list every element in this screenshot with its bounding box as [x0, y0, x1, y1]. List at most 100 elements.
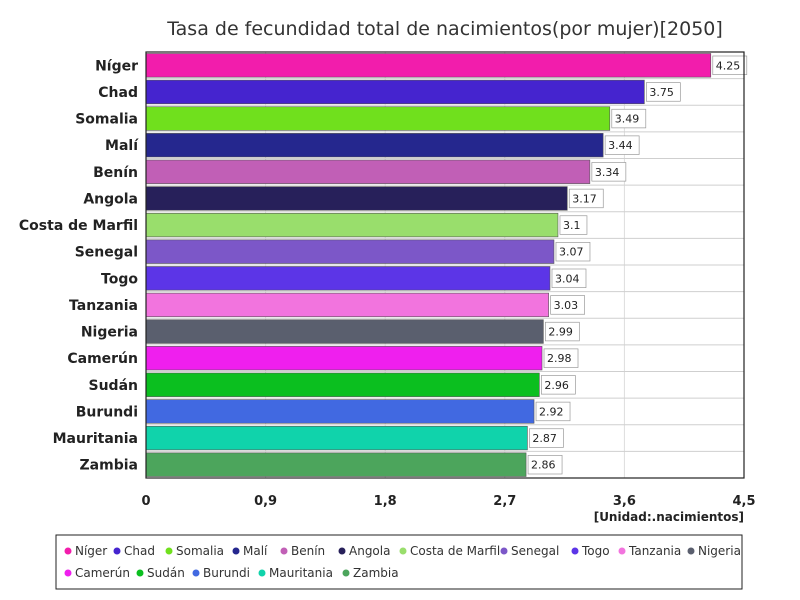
legend-swatch [342, 569, 350, 577]
bar [145, 266, 551, 291]
legend-label: Senegal [511, 544, 559, 558]
legend-label: Chad [124, 544, 155, 558]
value-label-box [568, 188, 604, 209]
bar [145, 106, 611, 131]
legend-swatch [258, 569, 266, 577]
legend-swatch [113, 547, 121, 555]
x-tick-label: 0,9 [254, 494, 277, 509]
category-label: Burundi [76, 404, 138, 420]
bar [145, 372, 540, 397]
legend-swatch [192, 569, 200, 577]
value-label-box [645, 82, 681, 102]
unit-label: [Unidad:.nacimientos] [594, 510, 744, 524]
legend-label: Tanzania [628, 544, 681, 558]
legend-swatch [500, 547, 508, 555]
value-label-box [529, 428, 564, 448]
value-label-box [559, 215, 588, 235]
category-label: Mauritania [53, 431, 138, 447]
legend-swatch [64, 547, 72, 555]
legend-label: Zambia [353, 566, 399, 580]
value-label-box [591, 162, 627, 182]
category-label: Zambia [80, 458, 138, 474]
bar [145, 186, 568, 211]
legend-label: Nigeria [698, 544, 741, 558]
value-label: 2.86 [531, 459, 556, 472]
category-label: Togo [101, 271, 138, 287]
bar [145, 159, 591, 184]
legend-label: Angola [349, 544, 390, 558]
value-label: 3.44 [608, 139, 633, 152]
category-label: Angola [83, 191, 138, 207]
x-tick-label: 4,5 [732, 494, 755, 509]
category-label: Malí [105, 138, 139, 154]
category-label: Camerún [67, 351, 138, 367]
value-label: 3.75 [649, 86, 674, 99]
category-label: Chad [98, 85, 138, 101]
x-tick-label: 1,8 [374, 494, 397, 509]
legend-label: Sudán [147, 566, 185, 580]
category-label: Somalia [75, 112, 138, 128]
legend-label: Mauritania [269, 566, 333, 580]
value-label-box [550, 295, 586, 315]
legend-swatch [338, 547, 346, 555]
value-label: 3.04 [555, 272, 580, 285]
value-label: 3.1 [563, 219, 581, 232]
x-tick-label: 2,7 [493, 494, 516, 509]
legend-swatch [136, 569, 144, 577]
value-labels: 4.25 3.75 3.49 3.44 3.34 3.17 3.1 3.07 3.04 3.03 2… [527, 55, 748, 475]
bar [145, 292, 549, 318]
legend-label: Somalia [176, 544, 224, 558]
legend-swatch [399, 547, 407, 555]
value-label: 3.17 [572, 192, 597, 205]
x-tick-label: 3,6 [613, 494, 636, 509]
legend-items: Níger Chad Somalia Malí Benín Angola Costa de … [64, 544, 741, 580]
legend-swatch [687, 547, 695, 555]
value-label-box [535, 401, 571, 422]
category-label: Tanzania [69, 298, 138, 314]
category-label: Níger [95, 58, 138, 74]
value-label-box [555, 242, 591, 262]
legend-label: Costa de Marfil [410, 544, 500, 558]
value-label: 3.34 [595, 166, 620, 179]
legend-label: Burundi [203, 566, 250, 580]
plot-border [145, 51, 745, 479]
value-label-box [551, 268, 587, 288]
category-label: Senegal [75, 245, 138, 261]
category-label: Nigeria [81, 325, 138, 341]
x-axis-ticks: 0 0,9 1,8 2,7 3,6 4,5 [141, 494, 755, 509]
value-label: 2.99 [548, 326, 573, 339]
bars [145, 53, 712, 477]
legend-label: Benín [291, 544, 325, 558]
bar [145, 399, 535, 424]
bar [145, 239, 555, 264]
value-label-box [541, 375, 576, 395]
legend-swatch [618, 547, 626, 555]
value-label: 2.98 [547, 352, 572, 365]
legend-swatch [232, 547, 240, 555]
legend-swatch [165, 547, 173, 555]
value-label: 3.07 [559, 246, 584, 259]
bar [145, 79, 645, 105]
value-label: 2.96 [544, 379, 569, 392]
bar [145, 346, 543, 371]
legend-label: Togo [581, 544, 610, 558]
category-label: Benín [93, 165, 138, 181]
bar [145, 212, 559, 238]
legend-label: Níger [75, 544, 107, 558]
chart-title: Tasa de fecundidad total de nacimientos(… [166, 18, 723, 40]
legend-label: Camerún [75, 566, 130, 580]
value-label-box [544, 321, 580, 342]
legend-label: Malí [243, 544, 268, 558]
value-label-box [611, 108, 647, 129]
value-label: 4.25 [716, 59, 741, 72]
legend [55, 534, 743, 590]
value-label-box [712, 55, 748, 75]
value-label: 3.49 [615, 113, 640, 126]
legend-swatch [280, 547, 288, 555]
category-label: Costa de Marfil [19, 218, 138, 234]
bar [145, 319, 544, 344]
category-label: Sudán [89, 378, 139, 394]
legend-swatch [64, 569, 72, 577]
value-label: 3.03 [554, 299, 579, 312]
